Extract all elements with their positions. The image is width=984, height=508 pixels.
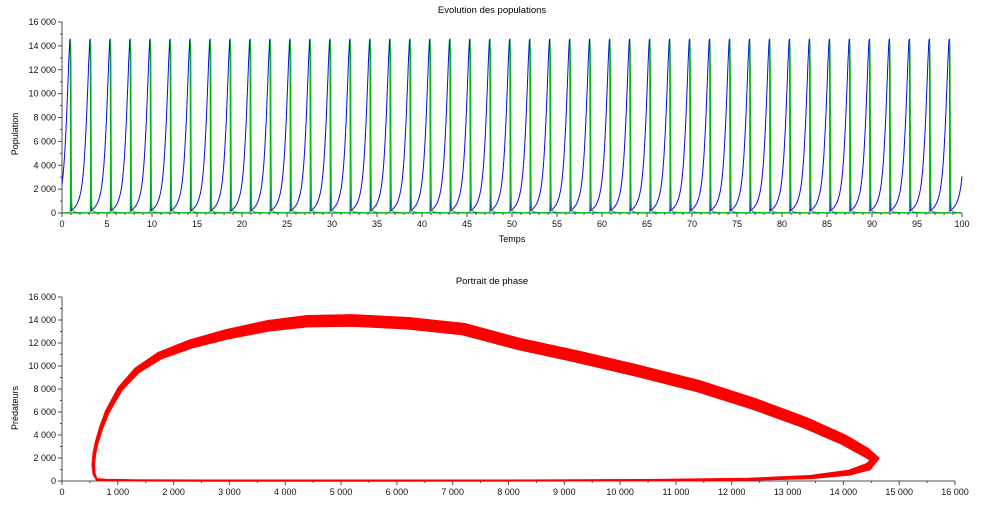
svg-text:4 000: 4 000 [33,430,56,440]
svg-text:10 000: 10 000 [28,361,56,371]
svg-text:0: 0 [59,487,64,497]
svg-text:14 000: 14 000 [28,41,56,51]
svg-text:12 000: 12 000 [718,487,746,497]
svg-text:2 000: 2 000 [162,487,185,497]
svg-text:14 000: 14 000 [28,315,56,325]
svg-text:10 000: 10 000 [28,89,56,99]
svg-text:5: 5 [104,219,109,229]
svg-text:15 000: 15 000 [885,487,913,497]
svg-text:16 000: 16 000 [28,17,56,27]
svg-text:10: 10 [147,219,157,229]
svg-text:7 000: 7 000 [441,487,464,497]
svg-text:10 000: 10 000 [606,487,634,497]
svg-text:0: 0 [51,476,56,486]
svg-text:2 000: 2 000 [33,453,56,463]
phase-chart-title: Portrait de phase [455,276,529,287]
svg-text:4 000: 4 000 [274,487,297,497]
svg-text:16 000: 16 000 [28,292,56,302]
svg-text:6 000: 6 000 [33,407,56,417]
svg-text:0: 0 [59,219,64,229]
evolution-x-axis-label: Temps [498,234,526,244]
svg-text:30: 30 [327,219,337,229]
svg-text:95: 95 [912,219,922,229]
svg-text:4 000: 4 000 [33,160,56,170]
svg-text:12 000: 12 000 [28,338,56,348]
svg-text:5 000: 5 000 [330,487,353,497]
svg-text:11 000: 11 000 [663,487,690,497]
svg-text:50: 50 [507,219,517,229]
svg-text:90: 90 [867,219,877,229]
evolution-chart-title: Evolution des populations [437,5,547,16]
svg-text:1 000: 1 000 [107,487,130,497]
svg-text:55: 55 [552,219,562,229]
svg-text:15: 15 [192,219,202,229]
evolution-plot-canvas: 0 5 10 15 20 25 30 35 40 45 50 55 60 65 70 75 80 85 90 95 10… [28,17,969,229]
svg-text:8 000: 8 000 [497,487,520,497]
svg-text:40: 40 [417,219,427,229]
svg-text:16 000: 16 000 [941,487,969,497]
svg-text:12 000: 12 000 [28,65,56,75]
svg-text:14 000: 14 000 [830,487,858,497]
svg-text:35: 35 [372,219,382,229]
svg-text:8 000: 8 000 [33,384,56,394]
svg-text:60: 60 [597,219,607,229]
svg-text:2 000: 2 000 [33,184,56,194]
svg-text:80: 80 [777,219,787,229]
svg-text:100: 100 [954,219,969,229]
svg-text:8 000: 8 000 [33,113,56,123]
svg-text:70: 70 [687,219,697,229]
phase-plot-canvas: 0 1 000 2 000 3 000 4 000 5 000 6 000 7 000 8 00… [28,292,969,497]
svg-text:45: 45 [462,219,472,229]
svg-text:85: 85 [822,219,832,229]
svg-text:25: 25 [282,219,292,229]
svg-text:0: 0 [51,208,56,218]
svg-text:6 000: 6 000 [33,136,56,146]
svg-text:3 000: 3 000 [218,487,241,497]
svg-text:20: 20 [237,219,247,229]
svg-text:65: 65 [642,219,652,229]
svg-text:6 000: 6 000 [386,487,409,497]
svg-text:75: 75 [732,219,742,229]
svg-text:9 000: 9 000 [553,487,576,497]
svg-text:13 000: 13 000 [774,487,802,497]
